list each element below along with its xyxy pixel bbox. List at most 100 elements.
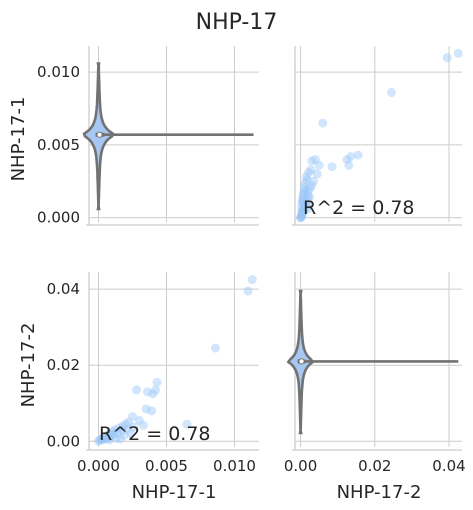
- scatter-point: [94, 436, 104, 446]
- scatter-point: [106, 432, 116, 442]
- scatter-point: [453, 48, 463, 58]
- scatter-point: [182, 419, 192, 429]
- scatter-point: [297, 195, 307, 205]
- scatter-point: [312, 169, 322, 179]
- scatter-point: [297, 211, 307, 221]
- scatter-point: [113, 428, 123, 438]
- scatter-point: [298, 207, 308, 217]
- scatter-point: [100, 434, 110, 444]
- y-axis-label-top: NHP-17-1: [8, 97, 29, 182]
- x-tick-label: 0.00: [284, 457, 317, 475]
- scatter-point: [300, 201, 310, 211]
- y-tick-label: 0.00: [47, 432, 80, 450]
- y-axis-label-bottom: NHP-17-2: [18, 323, 39, 408]
- scatter-point: [107, 427, 117, 437]
- scatter-point: [210, 343, 220, 353]
- x-axis-label-left: NHP-17-1: [132, 482, 217, 503]
- scatter-point: [307, 156, 317, 166]
- scatter-point: [138, 420, 148, 430]
- scatter-point: [296, 213, 306, 223]
- scatter-point: [132, 385, 142, 395]
- x-tick-label: 0.010: [213, 457, 256, 475]
- scatter-point: [342, 154, 352, 164]
- x-tick-label: 0.000: [77, 457, 120, 475]
- scatter-point: [305, 184, 315, 194]
- scatter-point: [114, 423, 124, 433]
- scatter-point: [104, 429, 114, 439]
- scatter-point: [297, 202, 307, 212]
- scatter-point: [98, 435, 108, 445]
- scatter-point: [297, 198, 307, 208]
- scatter-point: [123, 417, 133, 427]
- scatter-point: [296, 211, 306, 221]
- scatter-point: [111, 433, 121, 443]
- scatter-point: [346, 152, 356, 162]
- r-squared-annotation: R^2 = 0.78: [303, 197, 415, 219]
- scatter-point: [304, 168, 314, 178]
- scatter-point: [129, 422, 139, 432]
- scatter-point: [298, 197, 308, 207]
- scatter-point: [306, 165, 316, 175]
- scatter-point: [148, 389, 158, 399]
- scatter-point: [302, 175, 312, 185]
- y-tick-label: 0.005: [37, 136, 80, 154]
- scatter-point: [115, 434, 125, 444]
- scatter-point: [134, 415, 144, 425]
- scatter-point: [297, 207, 307, 217]
- scatter-point: [128, 412, 138, 422]
- x-axis-label-right: NHP-17-2: [337, 482, 422, 503]
- y-tick-label: 0.010: [37, 63, 80, 81]
- panel-top-left: 0.000 0.005 0.010: [37, 46, 259, 227]
- scatter-point: [303, 204, 313, 214]
- scatter-point: [302, 200, 312, 210]
- scatter-point: [386, 88, 396, 98]
- scatter-point: [298, 192, 308, 202]
- panel-bottom-right: 0.00 0.02 0.04: [284, 272, 466, 475]
- scatter-point: [108, 429, 118, 439]
- scatter-point: [118, 421, 128, 431]
- scatter-point: [310, 154, 320, 164]
- scatter-point: [302, 195, 312, 205]
- scatter-point: [299, 189, 309, 199]
- scatter-point: [301, 172, 311, 182]
- scatter-point: [119, 430, 129, 440]
- scatter-point: [318, 118, 328, 128]
- scatter-point: [296, 213, 306, 223]
- scatter-point: [121, 419, 131, 429]
- violin-median: [96, 131, 103, 138]
- scatter-point: [299, 188, 309, 198]
- scatter-point: [309, 176, 319, 186]
- scatter-point: [152, 377, 162, 387]
- violin-median: [298, 358, 305, 365]
- scatter-point: [299, 182, 309, 192]
- x-tick-label: 0.04: [432, 457, 465, 475]
- scatter-point: [95, 435, 105, 445]
- scatter-point: [344, 160, 354, 170]
- scatter-point: [126, 429, 136, 439]
- scatter-point: [110, 425, 120, 435]
- scatter-point: [102, 431, 112, 441]
- y-tick-label: 0.000: [37, 209, 80, 227]
- scatter-point: [122, 424, 132, 434]
- scatter-point: [96, 434, 106, 444]
- r-squared-annotation: R^2 = 0.78: [99, 423, 211, 445]
- scatter-point: [442, 53, 452, 63]
- scatter-point: [243, 286, 253, 296]
- y-tick-label: 0.02: [47, 356, 80, 374]
- scatter-point: [147, 406, 157, 416]
- scatter-point: [299, 204, 309, 214]
- scatter-point: [100, 432, 110, 442]
- scatter-point: [104, 435, 114, 445]
- scatter-point: [327, 162, 337, 172]
- scatter-point: [303, 186, 313, 196]
- scatter-point: [353, 150, 363, 160]
- scatter-point: [142, 387, 152, 397]
- scatter-point: [103, 433, 113, 443]
- x-tick-label: 0.005: [145, 457, 188, 475]
- scatter-point: [99, 432, 109, 442]
- scatter-point: [247, 275, 257, 285]
- x-tick-label: 0.02: [358, 457, 391, 475]
- scatter-point: [98, 433, 108, 443]
